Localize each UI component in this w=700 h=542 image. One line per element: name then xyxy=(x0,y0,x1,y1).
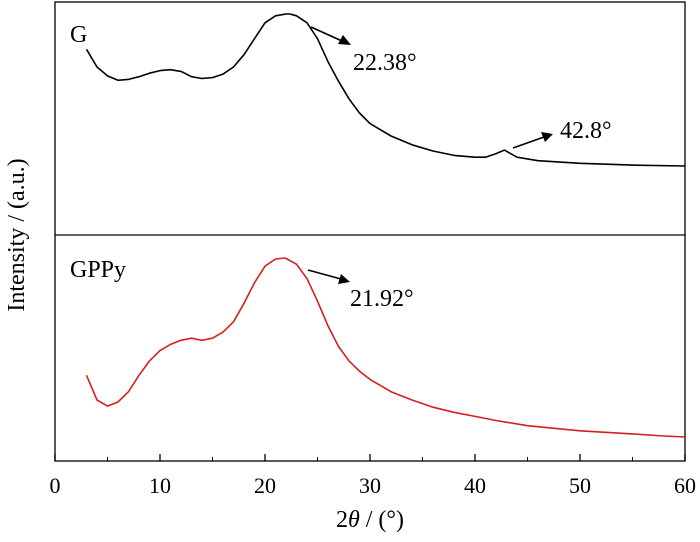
annotation-arrow-g-1 xyxy=(310,26,343,42)
x-tick-label: 60 xyxy=(674,473,696,498)
x-axis-ticks: 0 10 20 30 40 50 60 xyxy=(50,454,696,498)
annotation-arrowhead-gppy xyxy=(338,274,350,284)
annotation-arrow-gppy xyxy=(307,269,342,280)
series-line-g xyxy=(85,13,686,167)
x-tick-label: 20 xyxy=(254,473,276,498)
x-tick-label: 50 xyxy=(569,473,591,498)
annotation-arrow-g-2 xyxy=(512,136,545,149)
annotation-arrowhead-g-1 xyxy=(338,35,351,45)
annotation-arrowhead-g-2 xyxy=(541,132,553,142)
annotation-g-peak-2: 42.8° xyxy=(560,118,612,144)
x-tick-label: 40 xyxy=(464,473,486,498)
series-line-gppy xyxy=(85,257,686,438)
panel-label-gppy: GPPy xyxy=(70,257,126,283)
annotation-gppy-peak: 21.92° xyxy=(350,286,414,312)
y-axis-label: Intensity / (a.u.) xyxy=(4,158,30,311)
x-tick-label: 30 xyxy=(359,473,381,498)
x-axis-label: 2θ / (°) xyxy=(336,507,404,533)
x-tick-label: 0 xyxy=(50,473,61,498)
x-tick-label: 10 xyxy=(149,473,171,498)
annotation-g-peak-1: 22.38° xyxy=(353,50,417,76)
panel-label-g: G xyxy=(70,22,87,48)
